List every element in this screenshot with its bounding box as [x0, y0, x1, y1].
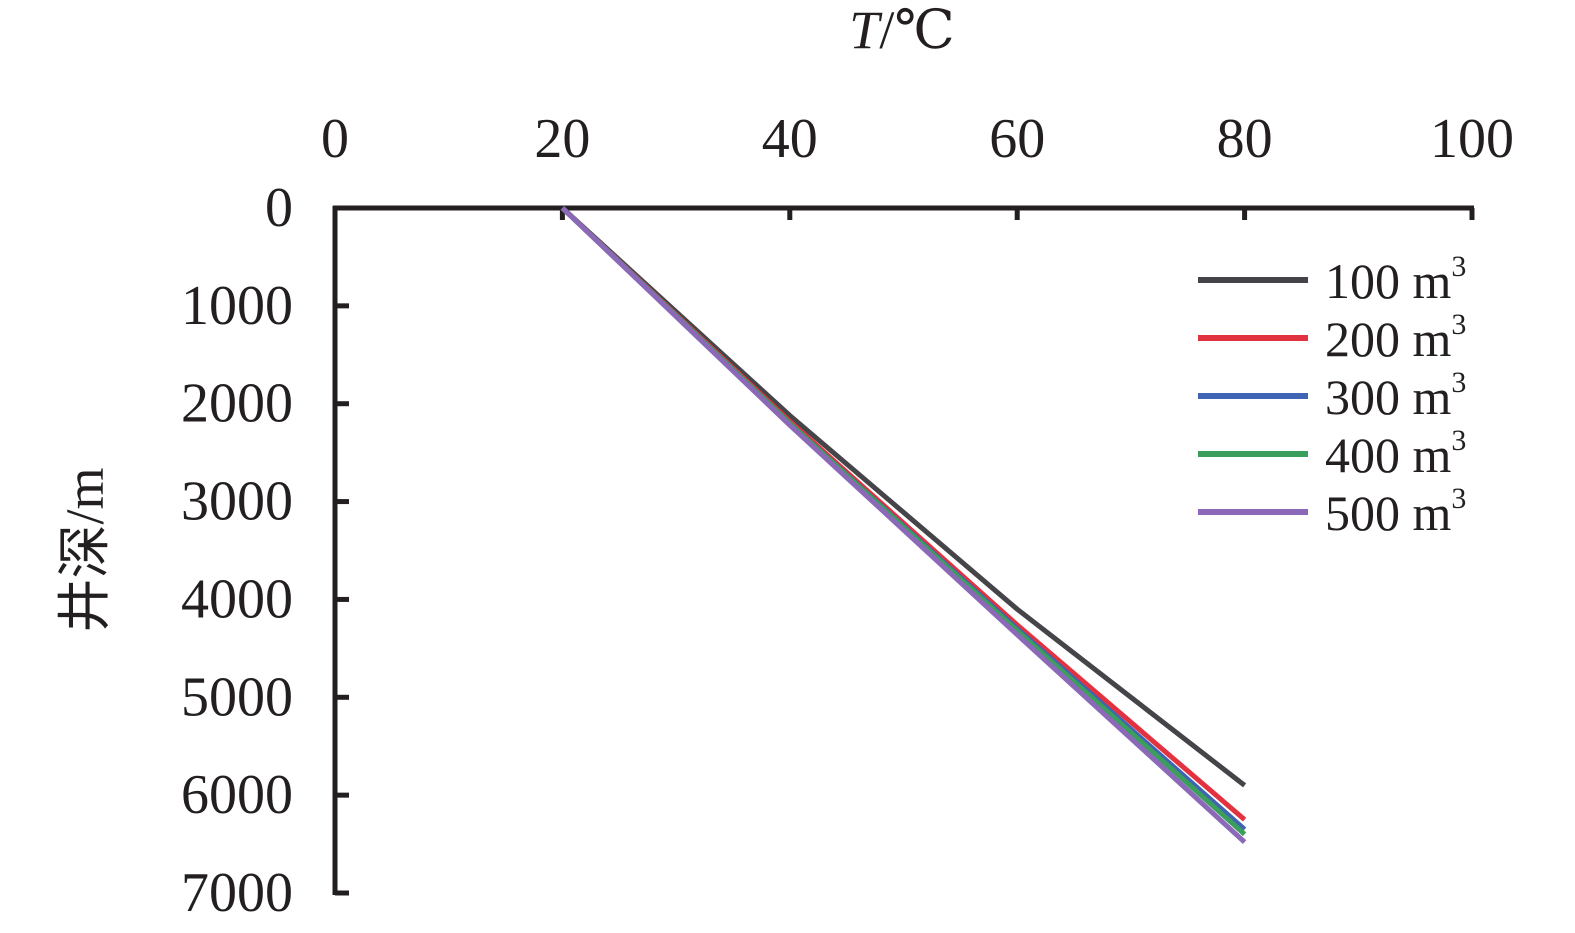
- y-tick-label: 2000: [181, 373, 293, 435]
- x-axis-title-italic: T: [849, 0, 883, 60]
- y-tick-label: 5000: [181, 666, 293, 728]
- x-tick-label: 20: [534, 108, 590, 170]
- x-axis-title: T/℃: [849, 0, 954, 60]
- y-axis-title: 井深/m: [55, 467, 115, 632]
- legend-label: 100 m3: [1325, 250, 1466, 309]
- y-tick-label: 7000: [181, 862, 293, 924]
- series-lines: [560, 206, 1247, 844]
- legend-label: 400 m3: [1325, 424, 1466, 483]
- x-tick-label: 80: [1217, 108, 1273, 170]
- x-tick-label: 100: [1430, 108, 1514, 170]
- y-tick-label: 6000: [181, 764, 293, 826]
- y-tick-label: 3000: [181, 471, 293, 533]
- y-tick-label: 4000: [181, 568, 293, 630]
- legend-label: 300 m3: [1325, 366, 1466, 425]
- x-tick-label: 60: [989, 108, 1045, 170]
- series-line-5: [560, 206, 1247, 844]
- x-axis-title-unit: /℃: [879, 0, 954, 60]
- x-tick-label: 40: [762, 108, 818, 170]
- axes: 0 20 40 60 80 1000100020003000400050006000700…: [181, 108, 1514, 924]
- x-tick-label: 0: [321, 108, 349, 170]
- y-tick-label: 1000: [181, 275, 293, 337]
- legend-label: 500 m3: [1325, 482, 1466, 541]
- y-tick-label: 0: [265, 177, 293, 239]
- legend-label: 200 m3: [1325, 308, 1466, 367]
- series-line-1: [560, 206, 1247, 788]
